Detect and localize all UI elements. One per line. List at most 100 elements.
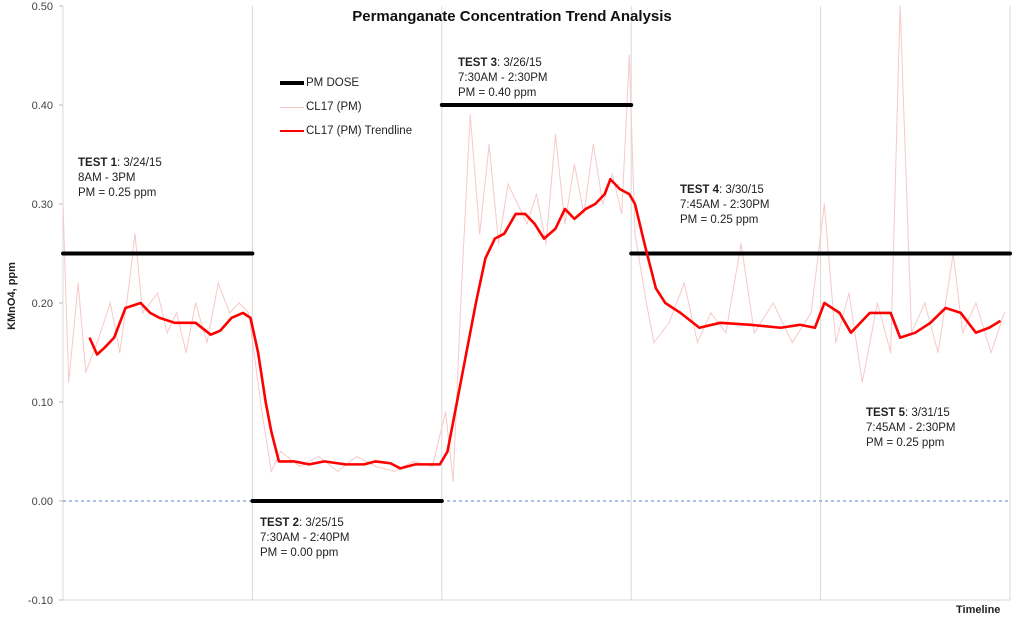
raw-point — [217, 282, 219, 284]
raw-point — [176, 312, 178, 314]
raw-point — [535, 193, 538, 195]
raw-swatch — [280, 106, 304, 108]
y-axis-label: KMnO4, ppm — [5, 262, 18, 330]
raw-point — [77, 282, 79, 284]
y-tick-label: 0.10 — [32, 397, 53, 409]
raw-point — [248, 312, 250, 314]
raw-point — [479, 233, 481, 235]
raw-point — [592, 144, 594, 146]
raw-point — [725, 332, 727, 334]
raw-point — [545, 243, 547, 245]
trendline — [88, 177, 1002, 470]
raw-point — [645, 302, 647, 304]
legend-item-trend: CL17 (PM) Trendline — [280, 125, 412, 137]
raw-point — [85, 371, 87, 373]
raw-point — [835, 342, 837, 344]
raw-point — [653, 342, 655, 344]
raw-point — [924, 302, 926, 304]
dose-swatch — [280, 81, 304, 85]
raw-point — [507, 183, 509, 185]
raw-point — [621, 213, 623, 215]
raw-point — [238, 302, 240, 304]
raw-point — [990, 351, 992, 354]
raw-point — [628, 54, 630, 57]
y-tick-label: 0.30 — [32, 199, 53, 211]
y-tick-label: -0.10 — [28, 595, 53, 607]
y-tick-label: 0.00 — [32, 496, 53, 508]
trend-swatch — [280, 130, 304, 132]
raw-point — [602, 203, 604, 205]
raw-point — [431, 465, 433, 467]
raw-point — [1003, 312, 1005, 314]
raw-point — [611, 173, 613, 175]
raw-point — [134, 233, 136, 235]
raw-point — [823, 203, 825, 205]
raw-point — [412, 460, 414, 462]
raw-point — [393, 470, 396, 472]
raw-point — [772, 302, 774, 304]
x-axis-label: Timeline — [956, 604, 1001, 616]
raw-point — [261, 411, 263, 413]
raw-point — [848, 292, 850, 294]
raw-point — [128, 282, 130, 284]
annotation-test-4: TEST 4: 3/30/15 7:45AM - 2:30PM PM = 0.25 … — [680, 184, 770, 226]
raw-point — [753, 332, 755, 334]
raw-point — [488, 144, 490, 146]
raw-point — [318, 455, 320, 458]
legend-label: PM DOSE — [306, 77, 360, 89]
annotation-test-5: TEST 5: 3/31/15 7:45AM - 2:30PM PM = 0.25 … — [866, 407, 956, 449]
raw-point — [355, 455, 358, 458]
raw-point — [299, 465, 301, 467]
raw-point — [791, 342, 793, 344]
raw-point — [810, 312, 812, 314]
raw-point — [696, 342, 699, 344]
raw-point — [962, 332, 964, 334]
legend-item-dose: PM DOSE — [280, 77, 359, 89]
raw-point — [157, 292, 159, 294]
chart-title: Permanganate Concentration Trend Analysi… — [352, 8, 672, 25]
raw-point — [937, 351, 939, 354]
legend-item-raw: CL17 (PM) — [280, 101, 362, 113]
legend-label: CL17 (PM) Trendline — [306, 125, 413, 137]
raw-point — [861, 381, 863, 383]
annotation-test-1: TEST 1: 3/24/15 8AM - 3PM PM = 0.25 ppm — [78, 157, 162, 199]
raw-point — [554, 134, 557, 136]
raw-point — [899, 5, 901, 7]
raw-point — [498, 243, 500, 245]
raw-point — [516, 203, 519, 205]
y-tick-label: 0.20 — [32, 298, 53, 310]
legend-label: CL17 (PM) — [306, 101, 362, 113]
raw-point — [460, 302, 462, 304]
raw-point — [876, 302, 879, 304]
annotation-test-2: TEST 2: 3/25/15 7:30AM - 2:40PM PM = 0.00 … — [260, 517, 350, 559]
annotation-test-3: TEST 3: 3/26/15 7:30AM - 2:30PM PM = 0.40 … — [458, 57, 548, 99]
y-tick-label: 0.50 — [32, 1, 53, 13]
raw-point — [740, 243, 742, 245]
raw-point — [710, 312, 712, 314]
raw-point — [185, 351, 187, 354]
raw-point — [270, 470, 272, 472]
raw-point — [109, 302, 111, 304]
raw-point — [194, 302, 197, 304]
raw-point — [444, 411, 447, 413]
raw-point — [668, 322, 670, 324]
raw-point — [564, 223, 566, 225]
raw-point — [119, 351, 121, 354]
raw-point — [206, 342, 208, 344]
raw-point — [229, 312, 231, 314]
raw-point — [62, 203, 64, 205]
raw-point — [573, 163, 575, 165]
raw-point — [634, 233, 636, 235]
raw-point — [337, 470, 339, 472]
raw-point — [469, 114, 471, 116]
raw-point — [683, 282, 685, 284]
raw-point — [166, 332, 168, 334]
raw-point — [96, 342, 98, 344]
raw-point — [68, 381, 70, 383]
raw-point — [280, 450, 282, 453]
raw-point — [583, 213, 585, 215]
raw-point — [141, 312, 144, 314]
raw-point — [890, 351, 892, 354]
